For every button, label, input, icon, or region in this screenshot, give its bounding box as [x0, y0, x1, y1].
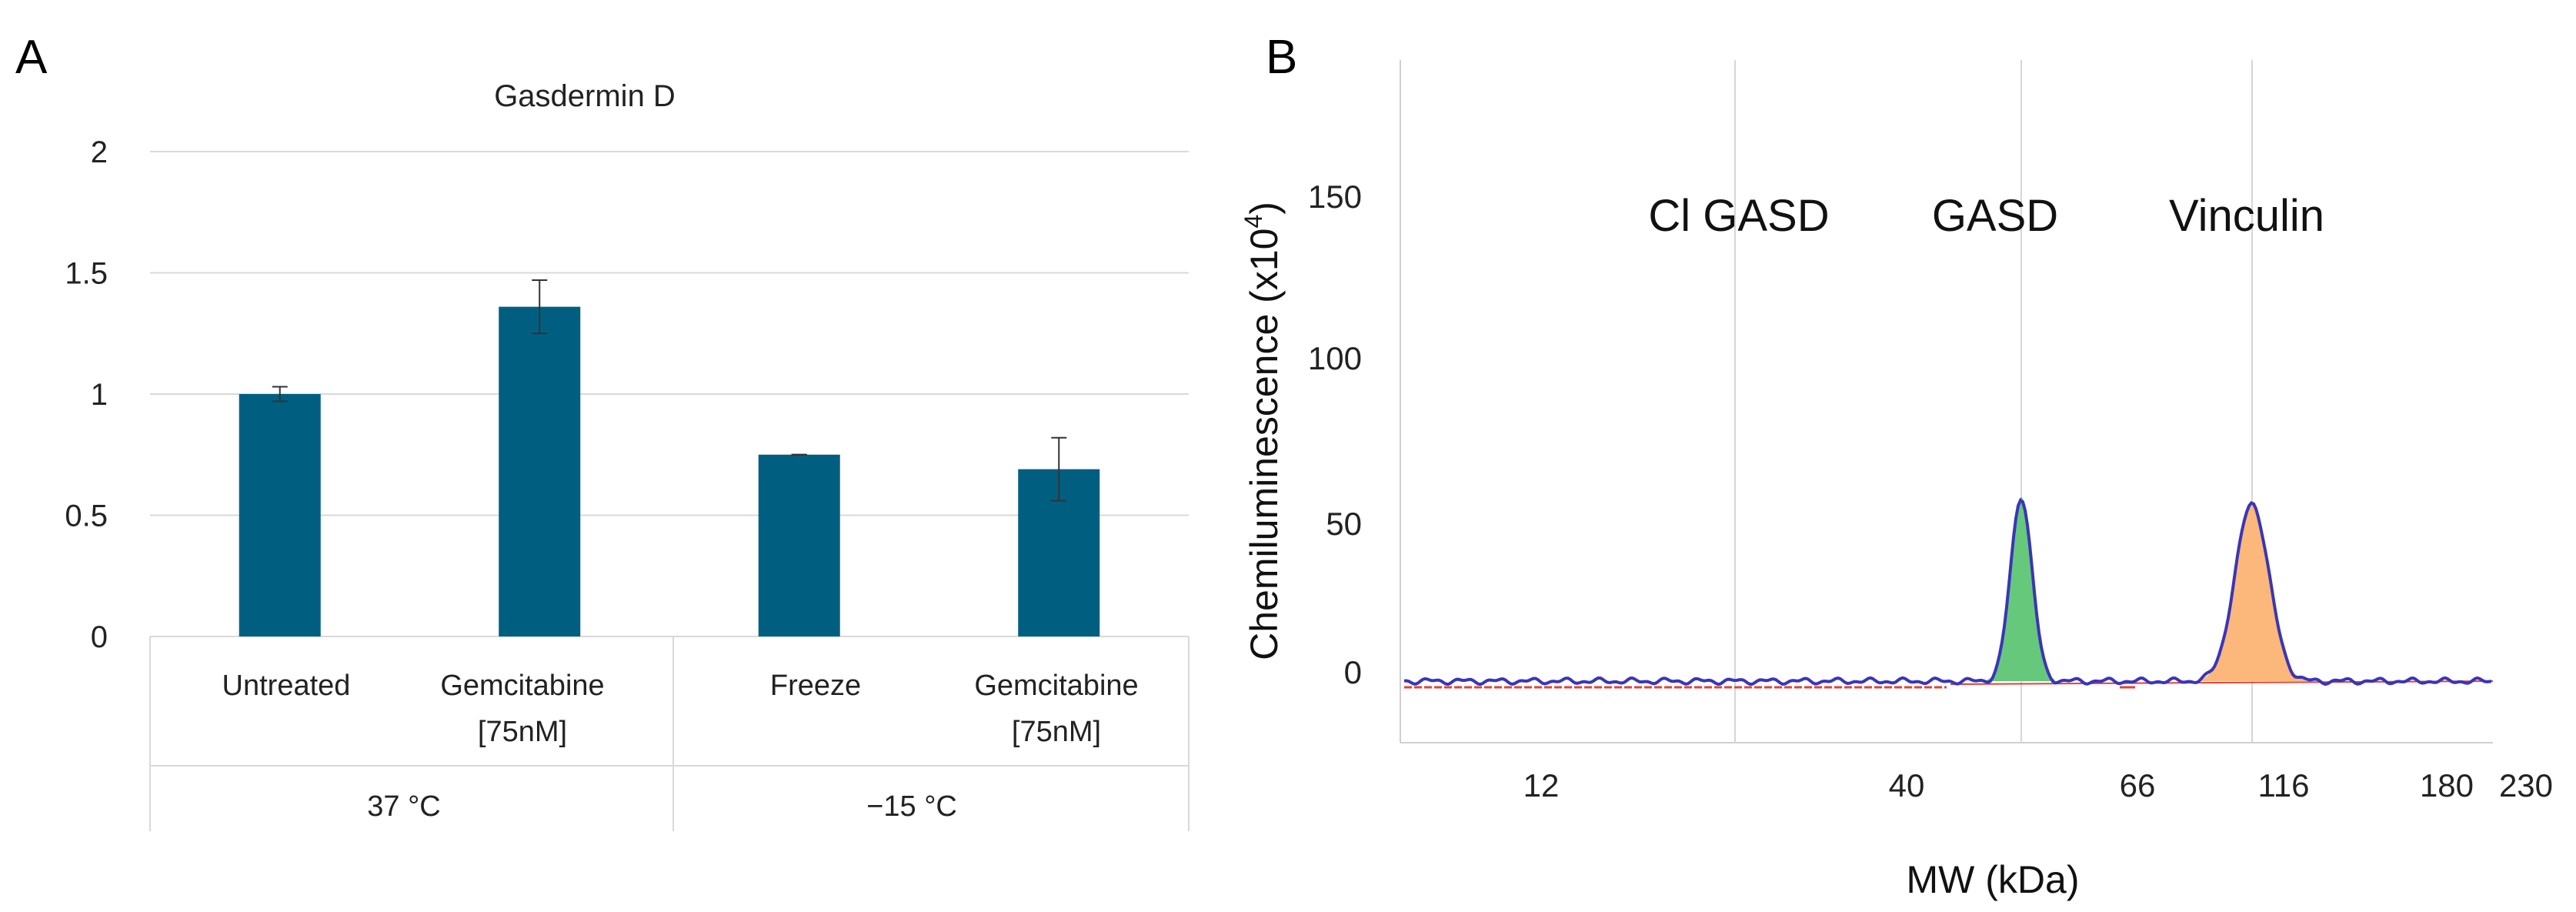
x-tick-label: 230 — [2499, 767, 2553, 803]
panel-a-letter: A — [15, 31, 48, 84]
y-tick-label: 0 — [1344, 654, 1362, 690]
chart-a-y-ticks: 0 0.5 1 1.5 2 — [65, 135, 108, 654]
error-bar — [1051, 436, 1067, 502]
peak-label-vinculin: Vinculin — [2169, 191, 2324, 241]
x-tick-label: 116 — [2258, 767, 2310, 803]
category-label: Gemcitabine — [440, 670, 604, 702]
peak-fill-gasd — [1987, 497, 2055, 681]
y-tick-label: 50 — [1326, 506, 1362, 542]
bar — [499, 306, 581, 636]
x-tick-label: 12 — [1523, 767, 1560, 803]
group-label-minus15c: −15 °C — [866, 790, 957, 823]
bar — [758, 454, 840, 636]
chart-a-gridlines — [150, 151, 1189, 637]
category-label: Untreated — [222, 670, 351, 702]
x-tick-label: 66 — [2120, 767, 2156, 803]
category-label: Freeze — [770, 670, 861, 702]
x-tick-label: 40 — [1889, 767, 1925, 803]
chart-a-category-table — [149, 636, 1190, 831]
error-bar — [532, 279, 548, 335]
category-label: Gemcitabine — [974, 670, 1138, 702]
y-tick-label: 100 — [1308, 340, 1362, 376]
chart-b-y-axis-label: Chemiluminescence (x104) — [1240, 202, 1286, 660]
chart-a-error-bars — [272, 279, 1067, 502]
x-tick-label: 180 — [2420, 767, 2474, 803]
baseline-fit-right — [1950, 680, 2494, 685]
category-label: [75nM] — [1012, 716, 1101, 748]
chart-a-bars — [239, 306, 1100, 636]
chart-a-title: Gasdermin D — [494, 79, 676, 113]
y-tick-label: 1 — [91, 378, 108, 412]
peak-fill-vinculin — [2197, 503, 2306, 681]
y-tick-label: 0 — [91, 620, 108, 654]
panel-b-letter: B — [1266, 31, 1297, 84]
chart-b-x-axis-label: MW (kDa) — [1907, 858, 2080, 901]
y-tick-label: 1.5 — [65, 257, 108, 291]
bar — [239, 394, 321, 636]
y-tick-label: 0.5 — [65, 499, 108, 533]
peak-label-cl-gasd: Cl GASD — [1648, 191, 1829, 241]
chemiluminescence-trace — [1403, 497, 2492, 687]
y-tick-label: 2 — [91, 135, 108, 169]
category-label: [75nM] — [478, 716, 567, 748]
error-bar — [272, 386, 288, 403]
peak-label-gasd: GASD — [1932, 191, 2058, 241]
y-tick-label: 150 — [1308, 179, 1362, 215]
group-label-37c: 37 °C — [367, 790, 440, 823]
